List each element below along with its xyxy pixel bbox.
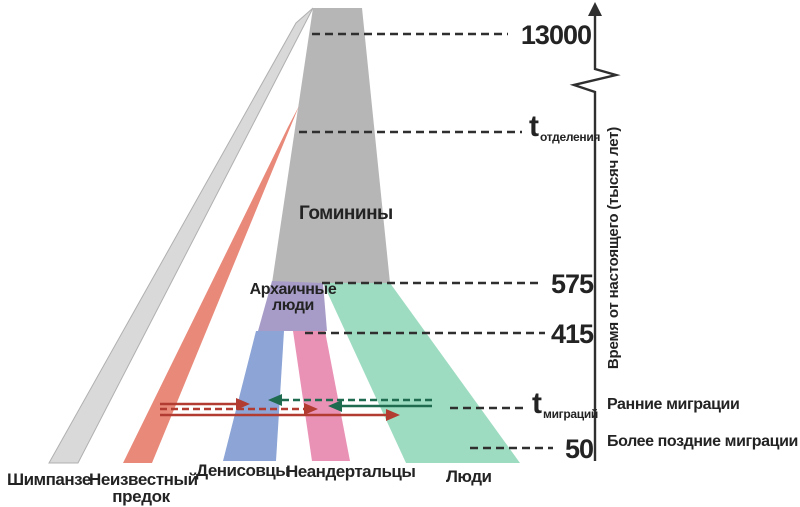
label-chimpanzee: Шимпанзе [7, 470, 91, 489]
label-archaic-humans: Архаичные люди [245, 282, 341, 314]
axis-line [569, 13, 621, 461]
label-unknown-ancestor-line2: предок [112, 487, 170, 506]
band-humans [323, 283, 520, 463]
tick-t-migrations: t миграций [532, 387, 598, 422]
band-hominins-trunk [272, 8, 390, 283]
label-neanderthals: Неандертальцы [286, 462, 416, 481]
axis-title: Время от настоящего (тысяч лет) [605, 126, 622, 370]
label-humans: Люди [446, 467, 492, 486]
tick-575: 575 [550, 269, 594, 299]
band-chimpanzee [48, 7, 314, 464]
tick-13000: 13000 [520, 20, 592, 50]
band-neanderthals [293, 331, 350, 461]
tick-50: 50 [564, 434, 594, 464]
arrow-ancestor-to-denisovans-head [236, 398, 250, 410]
label-archaic-humans-line1: Архаичные [249, 281, 337, 298]
tick-t-separation-symbol: t [529, 110, 539, 143]
arrow-humans-to-denisovans-head [268, 394, 282, 406]
label-unknown-ancestor: Неизвестный предок [89, 471, 198, 506]
tick-t-migrations-subscript: миграций [543, 407, 598, 421]
axis-arrow-icon [588, 2, 602, 16]
band-unknown-ancestor [123, 106, 299, 463]
tick-t-separation-subscript: отделения [540, 130, 601, 144]
tick-415: 415 [550, 319, 594, 349]
label-hominins: Гоминины [299, 203, 393, 224]
label-early-migrations: Ранние миграции [607, 396, 740, 413]
label-denisovans: Денисовцы [196, 461, 290, 480]
arrow-ancestor-to-humans-head [386, 409, 400, 421]
label-late-migrations: Более поздние миграции [607, 433, 798, 450]
arrow-ancestor-to-neanderthals-head [304, 403, 318, 415]
label-unknown-ancestor-line1: Неизвестный [89, 470, 198, 489]
tick-t-separation: t отделения [529, 110, 601, 145]
label-archaic-humans-line2: люди [271, 297, 314, 314]
band-denisovans [223, 331, 284, 461]
arrow-humans-to-neanderthals-head [328, 400, 342, 412]
band-archaic-humans [258, 281, 327, 331]
tick-t-migrations-symbol: t [532, 387, 542, 420]
